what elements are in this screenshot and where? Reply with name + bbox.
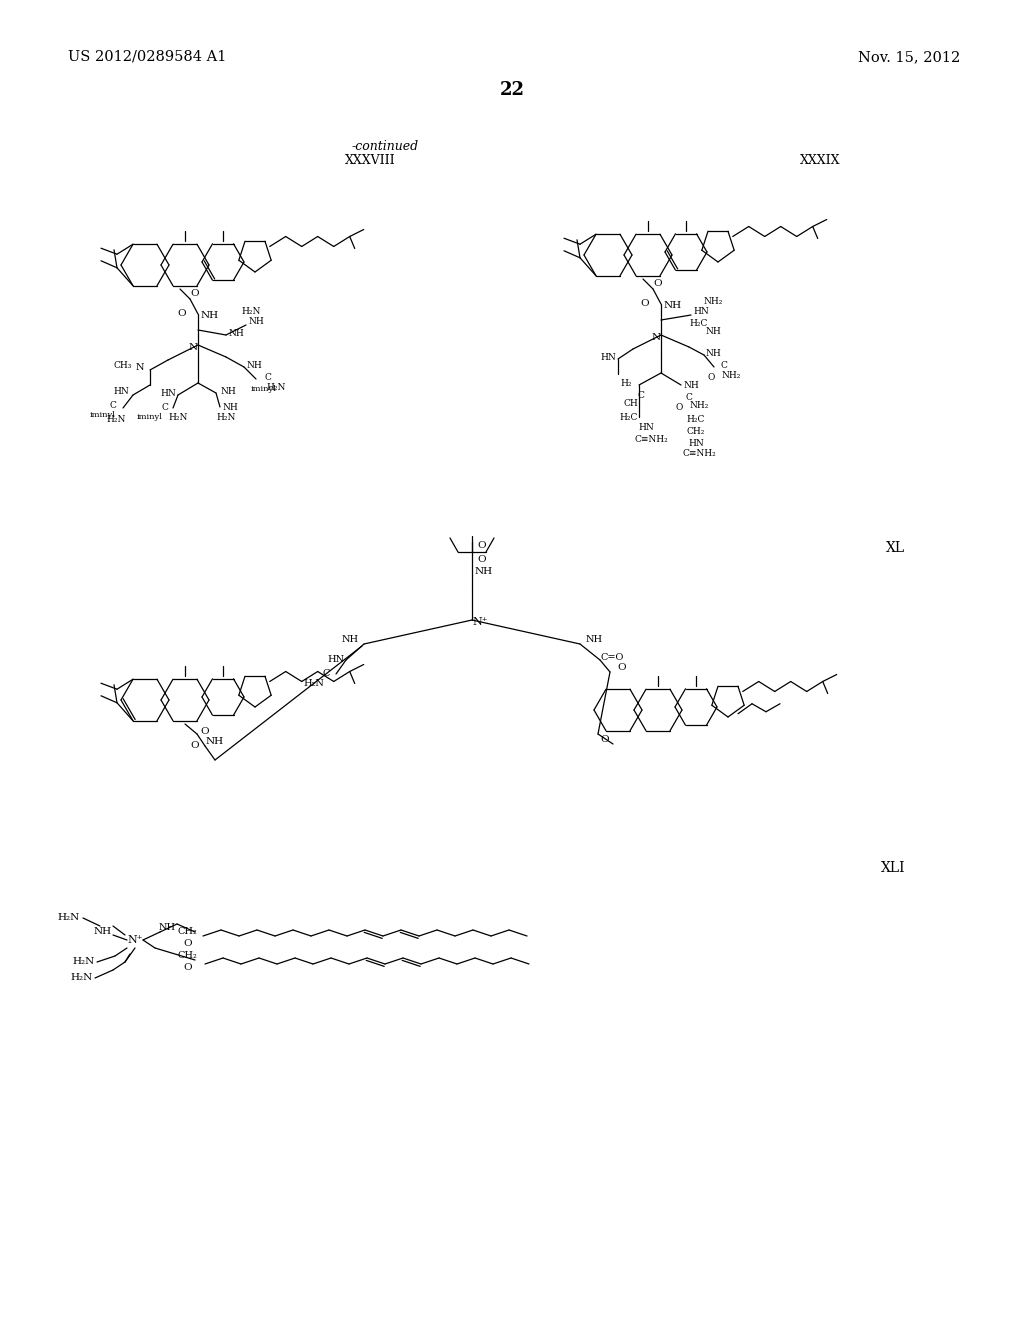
Text: Nov. 15, 2012: Nov. 15, 2012 [858,50,961,63]
Text: NH: NH [248,317,264,326]
Text: NH: NH [706,348,721,358]
Text: HN: HN [693,306,709,315]
Text: O: O [201,726,209,735]
Text: H₂N: H₂N [242,306,261,315]
Text: O: O [477,541,486,550]
Text: H₂N: H₂N [106,416,126,425]
Text: H₂N: H₂N [168,413,187,422]
Text: CH₂: CH₂ [177,928,197,936]
Text: HN: HN [688,438,703,447]
Text: N: N [651,333,660,342]
Text: N⁺: N⁺ [127,935,142,945]
Text: N⁺: N⁺ [472,616,487,627]
Text: CH₃: CH₃ [114,360,132,370]
Text: HN: HN [160,388,176,397]
Text: 22: 22 [500,81,524,99]
Text: C: C [264,372,271,381]
Text: O: O [708,372,715,381]
Text: US 2012/0289584 A1: US 2012/0289584 A1 [68,50,226,63]
Text: iminyl: iminyl [137,413,163,421]
Text: NH: NH [706,326,721,335]
Text: XXXIX: XXXIX [800,154,841,168]
Text: C: C [721,362,727,371]
Text: XL: XL [886,541,905,554]
Text: NH: NH [201,312,219,321]
Text: HN: HN [600,352,615,362]
Text: C: C [638,391,644,400]
Text: H₂N: H₂N [216,412,236,421]
Text: H₂N: H₂N [303,680,325,689]
Text: O: O [641,298,649,308]
Text: XLI: XLI [881,861,905,875]
Text: NH₂: NH₂ [703,297,723,306]
Text: C=O: C=O [600,653,624,663]
Text: NH₂: NH₂ [721,371,740,380]
Text: NH: NH [220,387,236,396]
Text: H₂N: H₂N [73,957,95,966]
Text: NH: NH [664,301,682,310]
Text: C: C [110,401,117,411]
Text: C: C [162,403,168,412]
Text: CH₂: CH₂ [687,428,706,437]
Text: N: N [188,342,198,351]
Text: NH: NH [246,360,262,370]
Text: CH: CH [624,399,638,408]
Text: NH: NH [586,635,602,644]
Text: C: C [323,669,330,678]
Text: XXXVIII: XXXVIII [345,154,395,168]
Text: C≡NH₂: C≡NH₂ [682,450,716,458]
Text: O: O [617,664,627,672]
Text: O: O [675,403,683,412]
Text: H₂C: H₂C [687,416,706,425]
Text: NH: NH [206,737,224,746]
Text: H₂N: H₂N [71,974,93,982]
Text: C≡NH₂: C≡NH₂ [634,434,668,444]
Text: H₂C: H₂C [620,412,638,421]
Text: CH₂: CH₂ [177,952,197,961]
Text: HN: HN [638,424,654,433]
Text: NH: NH [683,380,698,389]
Text: NH: NH [475,568,494,577]
Text: N: N [136,363,144,371]
Text: H₂N: H₂N [266,383,286,392]
Text: NH₂: NH₂ [689,400,709,409]
Text: NH: NH [159,924,175,932]
Text: HN: HN [113,388,129,396]
Text: iminyl: iminyl [90,411,116,418]
Text: H₂: H₂ [621,379,632,388]
Text: HN: HN [328,656,344,664]
Text: O: O [190,742,200,751]
Text: -continued: -continued [351,140,419,153]
Text: NH: NH [341,635,358,644]
Text: O: O [178,309,186,318]
Text: O: O [653,279,663,288]
Text: H₂C: H₂C [690,318,709,327]
Text: NH: NH [94,927,112,936]
Text: NH: NH [228,329,244,338]
Text: O: O [601,735,609,744]
Text: O: O [183,964,193,973]
Text: O: O [190,289,200,297]
Text: H₂N: H₂N [57,913,80,923]
Text: C: C [685,392,692,401]
Text: O: O [183,940,193,949]
Text: iminyl: iminyl [251,385,278,393]
Text: NH: NH [222,403,238,412]
Text: O: O [477,556,486,565]
